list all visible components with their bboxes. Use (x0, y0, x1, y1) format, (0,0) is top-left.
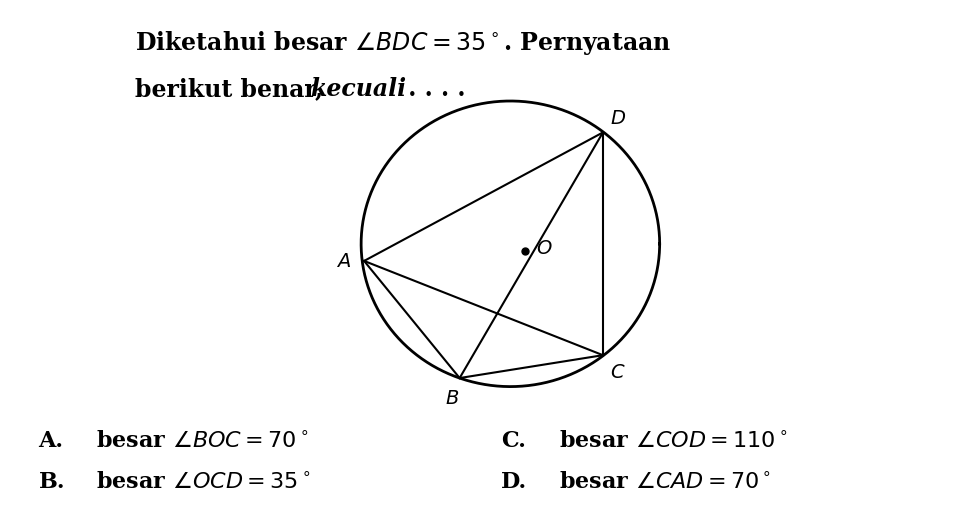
Text: $D$: $D$ (610, 110, 626, 128)
Text: Diketahui besar $\angle BDC = 35^\circ$. Pernyataan: Diketahui besar $\angle BDC = 35^\circ$.… (135, 30, 671, 57)
Text: $B$: $B$ (445, 389, 459, 407)
Text: A.: A. (39, 429, 64, 451)
Text: $A$: $A$ (336, 252, 351, 270)
Text: . . . .: . . . . (400, 77, 465, 101)
Text: $C$: $C$ (611, 363, 626, 382)
Text: besar $\angle COD = 110^\circ$: besar $\angle COD = 110^\circ$ (559, 429, 787, 451)
Text: besar $\angle OCD = 35^\circ$: besar $\angle OCD = 35^\circ$ (96, 470, 311, 492)
Text: D.: D. (501, 470, 527, 492)
Text: C.: C. (501, 429, 526, 451)
Text: besar $\angle BOC = 70^\circ$: besar $\angle BOC = 70^\circ$ (96, 429, 309, 451)
Text: kecuali: kecuali (310, 77, 406, 101)
Text: $O$: $O$ (536, 240, 553, 258)
Text: besar $\angle CAD = 70^\circ$: besar $\angle CAD = 70^\circ$ (559, 470, 770, 492)
Text: berikut benar,: berikut benar, (135, 77, 331, 101)
Text: B.: B. (39, 470, 65, 492)
